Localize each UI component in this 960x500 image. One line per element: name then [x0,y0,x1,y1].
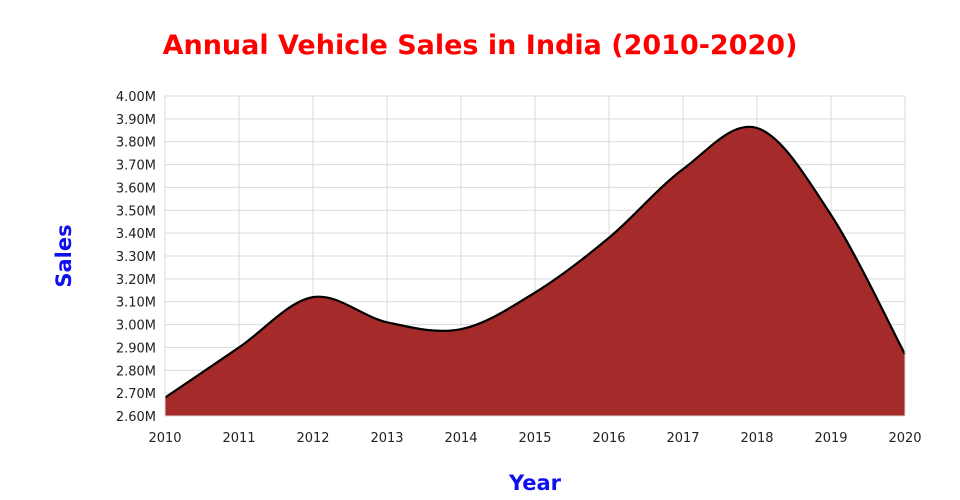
y-tick-label: 3.40M [116,227,156,242]
x-axis-title: Year [508,471,562,495]
chart-title: Annual Vehicle Sales in India (2010-2020… [163,30,798,61]
y-tick-label: 4.00M [116,90,156,105]
x-tick-label: 2014 [444,431,477,446]
y-tick-label: 3.00M [116,319,156,334]
x-tick-label: 2017 [666,431,699,446]
x-tick-label: 2020 [888,431,921,446]
x-tick-label: 2013 [370,431,403,446]
x-tick-label: 2019 [814,431,847,446]
y-tick-label: 3.90M [116,113,156,128]
y-axis-title: Sales [52,224,76,287]
y-tick-label: 2.90M [116,341,156,356]
x-tick-label: 2015 [518,431,551,446]
sales-area-fill [165,126,905,417]
y-tick-label: 2.60M [116,410,156,425]
y-tick-label: 3.60M [116,181,156,196]
y-tick-label: 3.10M [116,296,156,311]
x-tick-label: 2011 [222,431,255,446]
plot-frame [164,95,906,417]
y-axis-ticks: 2.60M 2.70M 2.80M 2.90M 3.00M 3.10M 3.20M 3.30M… [116,90,156,425]
x-tick-label: 2016 [592,431,625,446]
x-tick-label: 2010 [148,431,181,446]
y-tick-label: 3.70M [116,159,156,174]
y-tick-label: 2.70M [116,387,156,402]
y-tick-label: 2.80M [116,364,156,379]
y-tick-label: 3.20M [116,273,156,288]
x-axis-ticks: 2010 2011 2012 2013 2014 2015 2016 2017 2018 2019… [148,431,921,446]
sales-series-line [164,125,906,399]
y-tick-label: 3.30M [116,250,156,265]
x-tick-label: 2018 [740,431,773,446]
plot-area [164,125,906,417]
y-tick-label: 3.80M [116,136,156,151]
x-tick-label: 2012 [296,431,329,446]
y-tick-label: 3.50M [116,204,156,219]
